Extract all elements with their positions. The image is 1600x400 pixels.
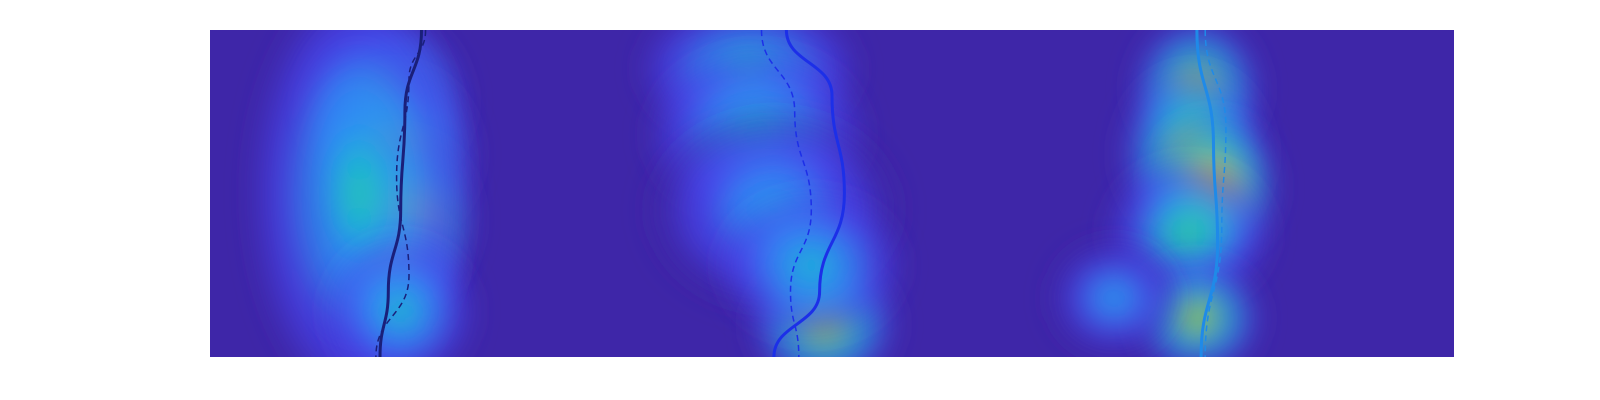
dashed-curve — [1204, 30, 1227, 357]
heat-blob — [1050, 240, 1178, 356]
solid-curve — [1195, 30, 1220, 357]
solid-curve — [378, 30, 423, 357]
solid-curve — [772, 30, 846, 357]
heat-blob — [720, 193, 903, 338]
heat-blob — [327, 239, 474, 357]
curve-layer — [375, 30, 1227, 357]
dashed-curve — [760, 30, 813, 357]
dashed-curve — [375, 30, 427, 357]
